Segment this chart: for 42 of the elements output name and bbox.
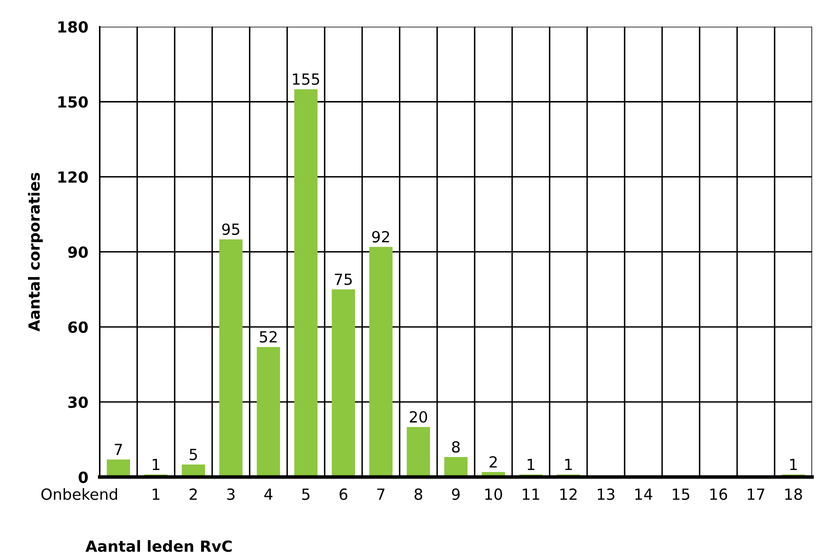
x-tick-label: Onbekend <box>41 488 118 500</box>
data-label: 1 <box>790 458 797 470</box>
x-tick-label: 9 <box>452 488 460 500</box>
y-tick-label: 30 <box>68 396 88 408</box>
data-label: 20 <box>410 411 428 423</box>
x-tick-label: 4 <box>264 488 272 500</box>
y-axis-title: Aantal corporaties <box>28 172 43 332</box>
x-tick-label: 10 <box>485 488 502 500</box>
data-label: 52 <box>260 331 277 343</box>
x-tick-label: 17 <box>748 488 764 500</box>
x-tick-label: 5 <box>302 488 310 500</box>
data-label: 155 <box>293 74 320 85</box>
y-tick-label: 150 <box>58 96 88 108</box>
data-label: 75 <box>334 274 352 286</box>
data-label: 1 <box>528 458 534 470</box>
x-tick-label: 1 <box>152 488 160 500</box>
x-tick-label: 18 <box>785 488 802 500</box>
x-tick-label: 8 <box>414 488 422 500</box>
y-tick-label: 60 <box>68 321 88 333</box>
data-label: 2 <box>490 456 497 468</box>
x-tick-label: 12 <box>560 488 577 500</box>
x-tick-label: 6 <box>340 488 348 500</box>
data-label: 92 <box>372 230 390 243</box>
y-tick-label: 120 <box>58 171 88 183</box>
x-tick-label: 3 <box>227 488 235 500</box>
data-label: 7 <box>114 444 122 455</box>
y-tick-label: 180 <box>58 21 88 33</box>
x-tick-label: 2 <box>190 488 197 500</box>
data-label: 8 <box>452 441 460 453</box>
x-tick-label: 13 <box>598 488 614 500</box>
x-tick-label: 14 <box>635 488 652 500</box>
data-label: 1 <box>565 458 572 470</box>
x-tick-label: 11 <box>522 488 540 500</box>
data-label: 95 <box>222 223 240 236</box>
x-tick-label: 7 <box>377 488 384 500</box>
x-axis-title: Aantal leden RvC <box>86 540 232 552</box>
x-tick-label: 16 <box>710 488 728 500</box>
x-tick-label: 15 <box>672 488 690 500</box>
y-tick-label: 0 <box>78 472 88 484</box>
data-label: 1 <box>152 458 160 470</box>
data-label: 5 <box>190 448 197 460</box>
y-tick-label: 90 <box>68 246 88 258</box>
